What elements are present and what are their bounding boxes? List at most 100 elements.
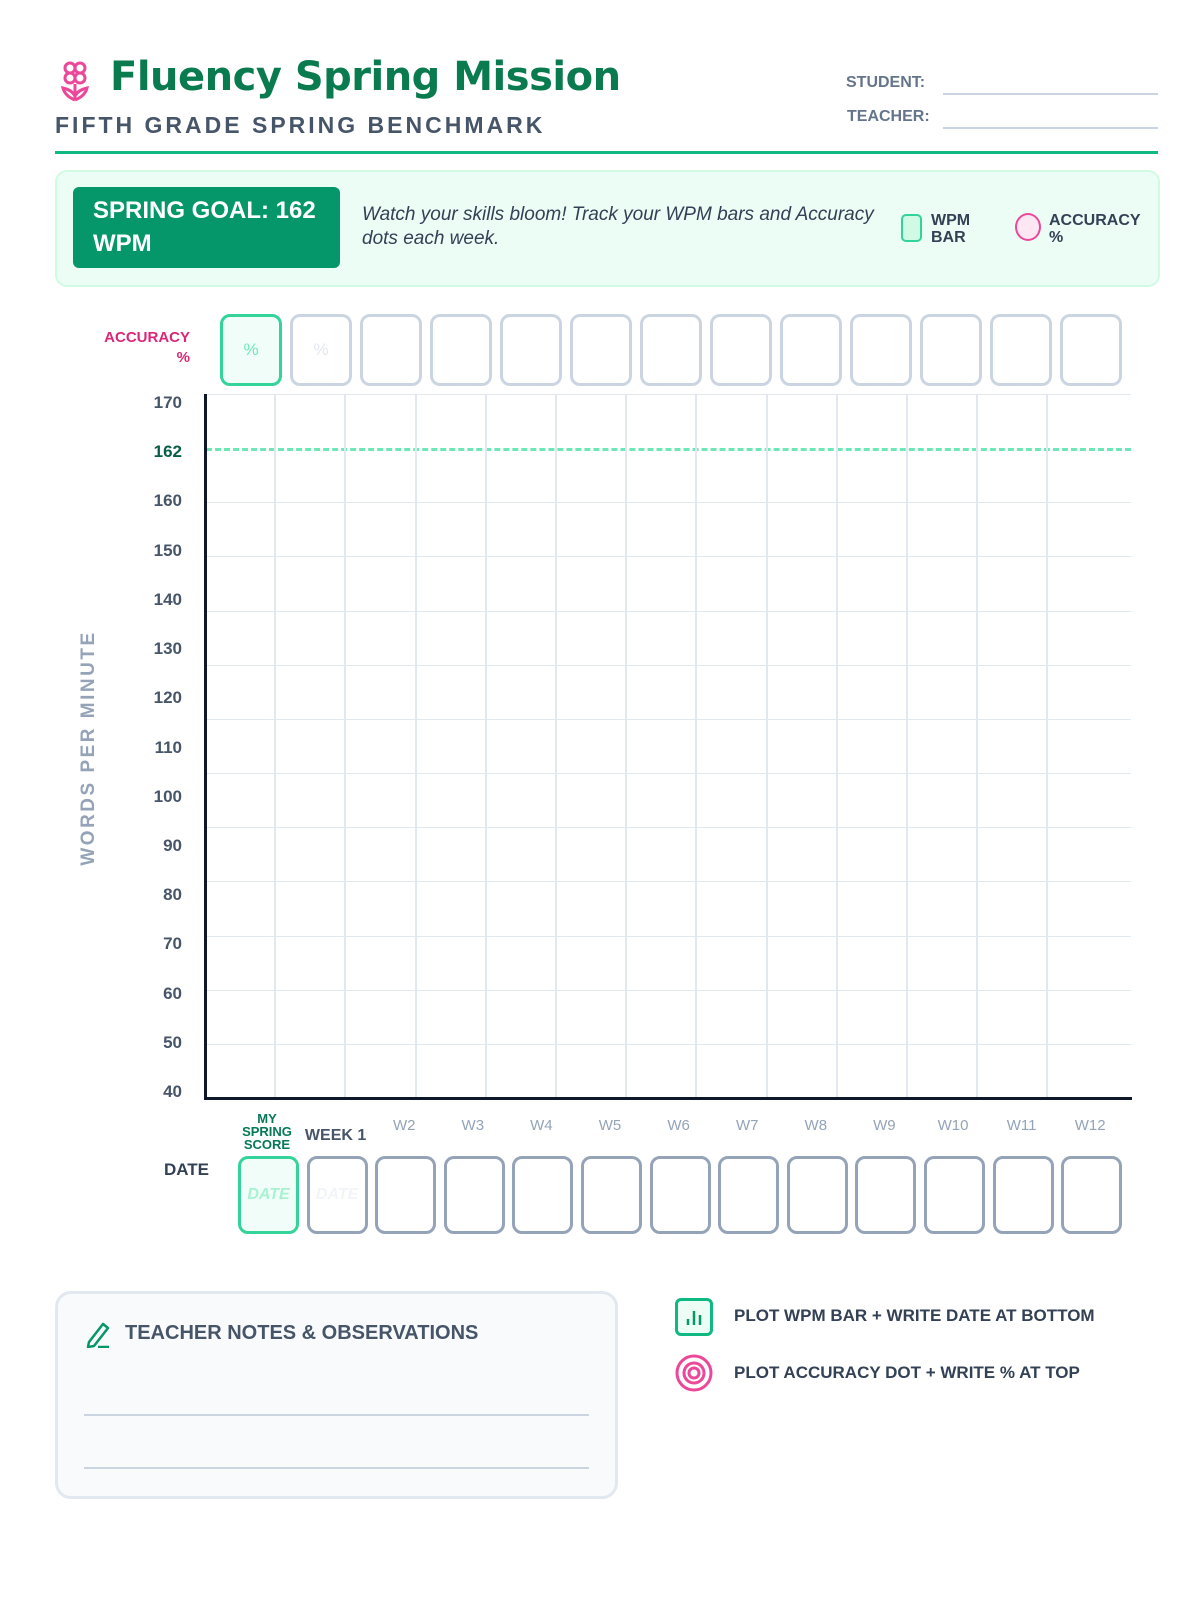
flower-icon — [60, 61, 90, 102]
date-placeholder: DATE — [315, 1186, 359, 1203]
gridline-horizontal — [206, 827, 1131, 829]
accuracy-input-box[interactable] — [920, 314, 982, 386]
accuracy-legend-icon — [1015, 213, 1041, 241]
bar-chart-icon — [675, 1298, 713, 1336]
date-input-box[interactable] — [855, 1156, 917, 1234]
x-category-label: W3 — [461, 1117, 485, 1134]
accuracy-input-box[interactable]: % — [290, 314, 352, 386]
accuracy-input-box[interactable] — [640, 314, 702, 386]
date-input-box[interactable] — [375, 1156, 437, 1234]
gridline-vertical — [976, 394, 979, 1098]
gridline-horizontal — [206, 664, 1131, 666]
x-category-label: W8 — [804, 1117, 828, 1134]
y-tick-label: 140 — [153, 589, 182, 609]
y-tick-label: 120 — [153, 688, 182, 708]
accuracy-input-box[interactable] — [1060, 314, 1122, 386]
target-icon — [675, 1354, 713, 1392]
y-tick-label: 110 — [154, 737, 182, 757]
x-category-label: W12 — [1074, 1117, 1106, 1134]
date-input-box[interactable]: DATE — [238, 1156, 299, 1234]
date-placeholder: DATE — [247, 1186, 290, 1203]
accuracy-placeholder: % — [243, 340, 259, 359]
accuracy-input-box[interactable] — [430, 314, 492, 386]
instruction-accuracy: PLOT ACCURACY DOT + WRITE % AT TOP — [734, 1363, 1080, 1382]
banner-tagline: Watch your skills bloom! Track your WPM … — [362, 204, 874, 249]
gridline-horizontal — [206, 1043, 1131, 1045]
x-category-label: W9 — [873, 1117, 896, 1134]
gridline-vertical — [414, 394, 417, 1098]
spring-goal-badge: SPRING GOAL: 162 WPM — [73, 187, 340, 268]
y-tick-label: 90 — [163, 835, 182, 855]
gridline-horizontal — [206, 556, 1131, 558]
gridline-vertical — [344, 394, 347, 1098]
y-tick-label: 130 — [153, 639, 182, 659]
x-axis-line — [204, 1097, 1132, 1100]
accuracy-input-box[interactable] — [780, 314, 842, 386]
goal-tick-label: 162 — [153, 442, 182, 462]
date-row-label: DATE — [164, 1160, 210, 1179]
accuracy-input-box[interactable] — [990, 314, 1052, 386]
teacher-field[interactable] — [943, 127, 1158, 129]
notes-line[interactable] — [84, 1467, 589, 1469]
date-input-box[interactable]: DATE — [306, 1156, 368, 1234]
gridline-vertical — [484, 394, 487, 1098]
y-tick-label: 80 — [163, 885, 182, 905]
date-input-box[interactable] — [924, 1156, 985, 1234]
date-input-box[interactable] — [581, 1156, 642, 1234]
gridline-vertical — [1046, 394, 1049, 1098]
gridline-vertical — [274, 394, 277, 1098]
header-divider — [55, 151, 1158, 154]
accuracy-input-box[interactable] — [360, 314, 422, 386]
date-input-box[interactable] — [1061, 1156, 1123, 1234]
x-category-label: WEEK 1 — [304, 1127, 367, 1144]
accuracy-legend-label: ACCURACY % — [1049, 212, 1141, 246]
date-input-box[interactable] — [992, 1156, 1054, 1234]
y-tick-label: 40 — [163, 1082, 182, 1101]
accuracy-input-box[interactable]: % — [220, 314, 282, 386]
wpm-bar-legend-label: WPM BAR — [931, 212, 971, 246]
y-axis-title: WORDS PER MINUTE — [78, 630, 99, 866]
gridline-vertical — [835, 394, 838, 1098]
gridline-vertical — [555, 394, 557, 1098]
x-category-label: W4 — [530, 1117, 553, 1134]
x-category-label: W6 — [667, 1117, 690, 1134]
date-input-box[interactable] — [443, 1156, 505, 1234]
student-field[interactable] — [943, 93, 1158, 95]
goal-line — [206, 448, 1131, 452]
date-input-box[interactable] — [649, 1156, 711, 1234]
accuracy-input-box[interactable] — [570, 314, 632, 386]
gridline-horizontal — [206, 394, 1131, 395]
accuracy-input-box[interactable] — [710, 314, 772, 386]
y-tick-label: 150 — [153, 540, 182, 560]
y-axis-line — [204, 394, 207, 1100]
teacher-notes-panel — [55, 1291, 618, 1499]
gridline-vertical — [765, 394, 768, 1098]
date-input-box[interactable] — [786, 1156, 848, 1234]
accuracy-row-label: ACCURACY % — [104, 329, 190, 366]
x-category-label: W5 — [598, 1117, 622, 1134]
student-label: STUDENT: — [846, 74, 926, 91]
page-subtitle: FIFTH GRADE SPRING BENCHMARK — [55, 112, 546, 138]
instruction-wpm: PLOT WPM BAR + WRITE DATE AT BOTTOM — [734, 1306, 1095, 1325]
notes-line[interactable] — [84, 1414, 589, 1416]
page-title: Fluency Spring Mission — [110, 54, 621, 100]
teacher-notes-title: TEACHER NOTES & OBSERVATIONS — [125, 1322, 479, 1344]
gridline-horizontal — [206, 718, 1131, 720]
accuracy-input-box[interactable] — [500, 314, 562, 386]
accuracy-placeholder: % — [313, 340, 329, 359]
x-category-label: W7 — [735, 1117, 759, 1134]
teacher-label: TEACHER: — [847, 108, 930, 125]
date-input-box[interactable] — [718, 1156, 780, 1234]
gridline-horizontal — [206, 773, 1131, 775]
gridline-horizontal — [206, 610, 1131, 612]
x-category-label: MY SPRING SCORE — [242, 1111, 292, 1152]
pencil-icon — [86, 1322, 110, 1348]
y-tick-label: 170 — [153, 393, 182, 412]
y-tick-label: 70 — [163, 934, 182, 954]
y-tick-label: 100 — [153, 786, 182, 806]
wpm-bar-legend-icon — [901, 214, 922, 242]
gridline-horizontal — [206, 881, 1131, 883]
gridline-vertical — [906, 394, 908, 1098]
date-input-box[interactable] — [512, 1156, 574, 1234]
accuracy-input-box[interactable] — [850, 314, 912, 386]
